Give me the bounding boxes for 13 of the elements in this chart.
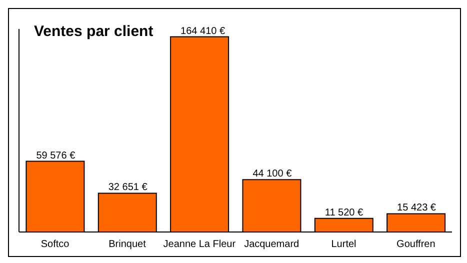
- x-tick-label: Softco: [40, 239, 70, 250]
- data-label: 32 651 €: [108, 182, 148, 194]
- data-label: 15 423 €: [397, 202, 436, 214]
- data-label: 44 100 €: [252, 168, 292, 180]
- data-label: 11 520 €: [324, 207, 364, 218]
- x-tick-label: Brinquet: [108, 239, 146, 250]
- x-tick-label: Jeanne La Fleur: [163, 239, 236, 250]
- chart-title: Ventes par client: [34, 23, 154, 40]
- x-tick-label: Jacquemard: [244, 239, 300, 250]
- data-label: 59 576 €: [36, 150, 76, 162]
- x-tick-label: Lurtel: [331, 239, 356, 250]
- x-tick-label: Gouffren: [396, 239, 436, 250]
- data-label: 164 410 €: [180, 26, 226, 37]
